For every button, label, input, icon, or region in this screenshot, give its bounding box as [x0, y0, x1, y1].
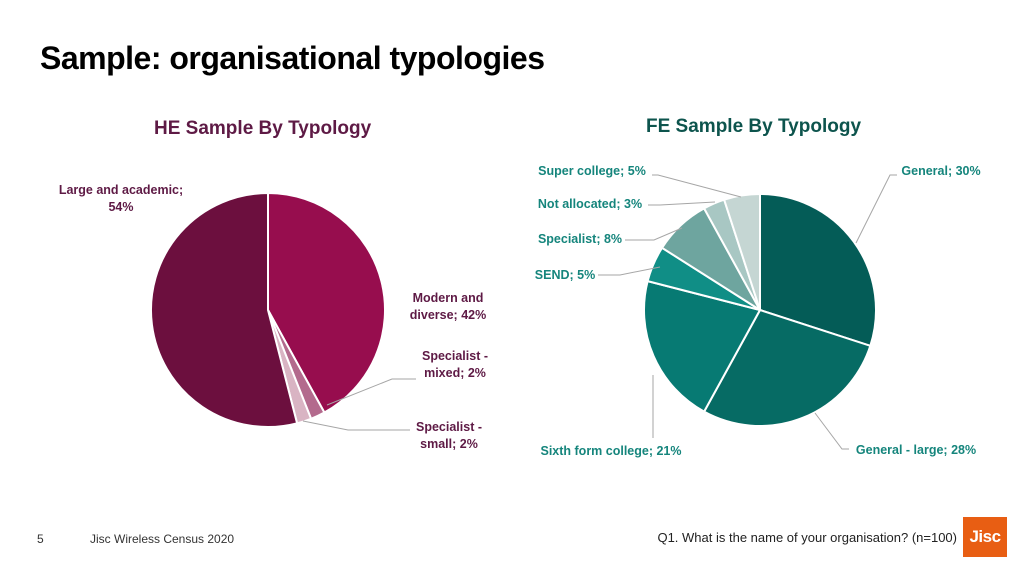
page-number: 5 — [37, 532, 44, 546]
slide-title: Sample: organisational typologies — [40, 40, 545, 76]
pie-slice-general-large — [702, 308, 872, 427]
he-chart-title: HE Sample By Typology — [154, 118, 372, 139]
fe-chart-title: FE Sample By Typology — [646, 116, 862, 137]
data-label: Sixth form college; 21% — [540, 444, 681, 458]
pie-slice-super-college — [722, 192, 761, 311]
pie-slice-modern-and-diverse — [267, 191, 386, 414]
leader-line — [625, 227, 683, 241]
leader-line — [302, 420, 410, 431]
data-label: Specialist -small; 2% — [416, 420, 482, 451]
pie-slice-sixth-form-college — [643, 279, 762, 414]
data-label: Modern and diverse; 42% — [410, 291, 486, 322]
jisc-logo: Jisc — [963, 517, 1007, 557]
pie-slice-general — [759, 192, 877, 348]
leader-line — [652, 174, 742, 198]
data-label: SEND; 5% — [535, 268, 595, 282]
data-label: Large and academic; 54% — [59, 183, 183, 214]
pie-slice-large-and-academic — [149, 191, 299, 428]
leader-line — [855, 174, 897, 244]
leader-line — [326, 378, 416, 406]
data-label: Not allocated; 3% — [538, 197, 642, 211]
data-label: Specialist -mixed; 2% — [422, 349, 488, 380]
leader-line — [814, 412, 849, 450]
footer-text: Jisc Wireless Census 2020 — [90, 532, 235, 546]
data-label: General - large; 28% — [856, 443, 976, 457]
leader-line — [598, 266, 661, 276]
data-label: Specialist; 8% — [538, 232, 622, 246]
leader-line — [648, 201, 716, 206]
data-label: General; 30% — [901, 164, 980, 178]
question-note: Q1. What is the name of your organisatio… — [657, 530, 957, 545]
data-label: Super college; 5% — [538, 164, 646, 178]
